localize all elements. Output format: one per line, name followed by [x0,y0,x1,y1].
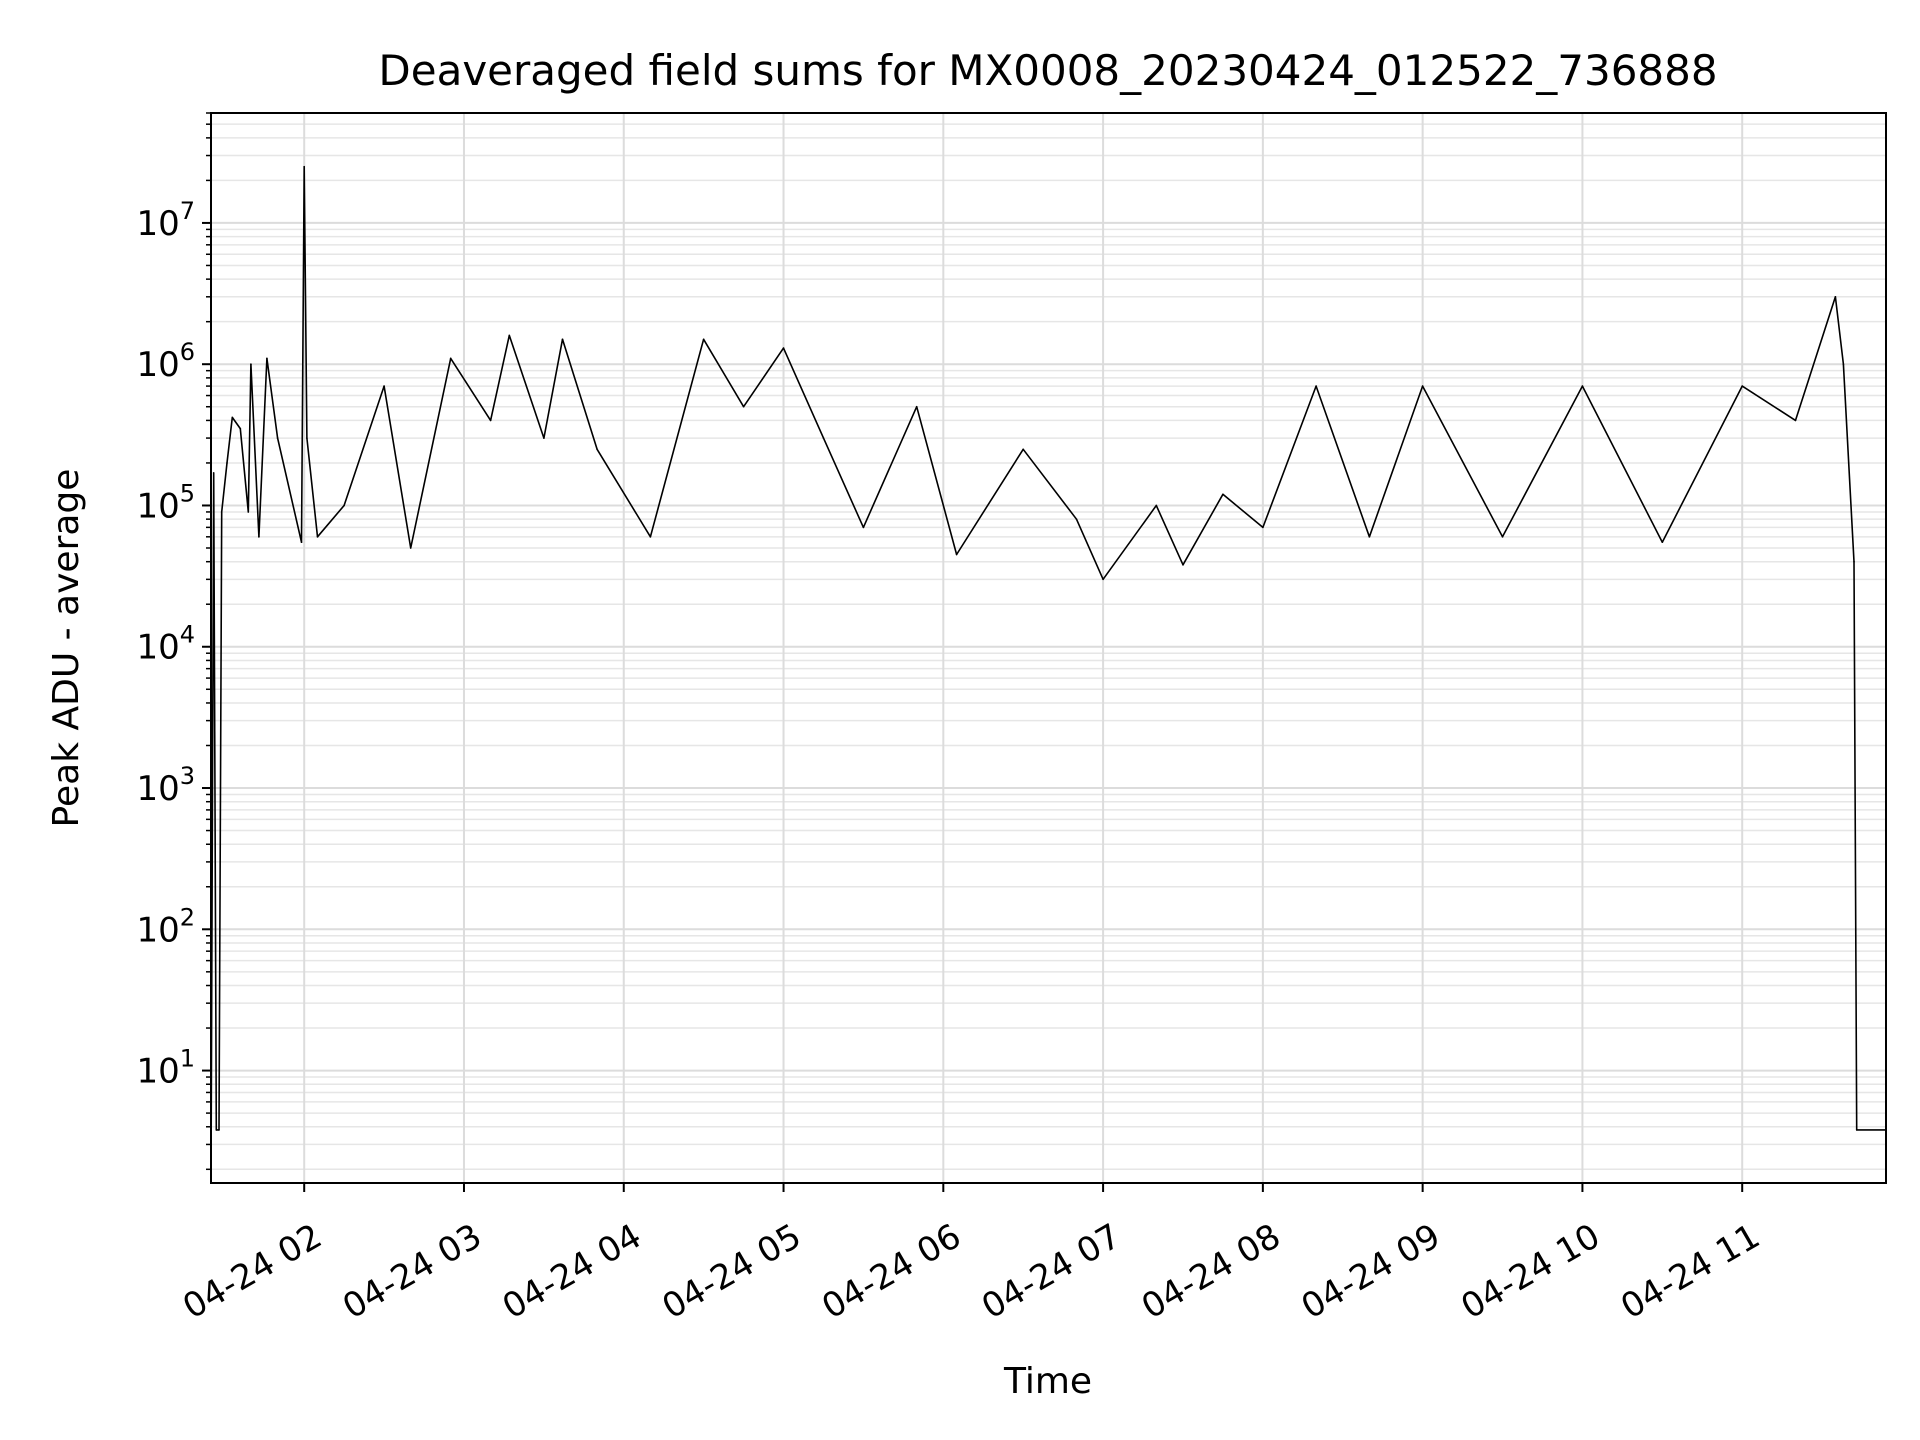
y-tick-exponent: 7 [180,197,195,225]
y-tick-label: 105 [136,479,195,526]
data-point [231,416,234,419]
data-point [1741,385,1744,387]
y-tick-base: 10 [136,345,179,385]
data-point [258,536,260,538]
data-point [1794,419,1797,422]
y-tick-label: 102 [136,903,195,950]
data-point [247,511,250,513]
data-point [1842,363,1845,366]
data-point [383,385,385,387]
y-tick-exponent: 2 [180,903,195,931]
data-point [1182,564,1184,566]
data-point [702,338,705,341]
y-tick-label: 106 [136,338,195,385]
y-tick-base: 10 [136,910,179,950]
series-line-0 [210,165,1886,1184]
y-tick-label: 101 [136,1045,195,1092]
data-point [220,511,223,513]
data-point [862,526,865,529]
data-point [1834,295,1837,298]
y-tick-base: 10 [136,486,179,526]
data-point [226,462,228,464]
y-tick-label: 103 [136,762,195,809]
y-tick-base: 10 [136,1052,179,1092]
data-point [561,338,564,341]
x-axis-label: Time [1003,1361,1092,1402]
y-tick-label: 107 [136,197,195,244]
data-point [822,437,825,439]
data-point [250,363,252,366]
data-point [508,334,511,337]
data-point [915,405,918,408]
data-point [300,541,303,543]
data-point [489,419,492,422]
y-tick-exponent: 3 [180,762,195,790]
data-point [316,536,319,538]
data-point [955,553,958,556]
data-point [1581,385,1584,387]
data-point [218,1129,220,1131]
data-point [543,437,545,439]
major-grid [211,113,1886,1183]
y-tick-base: 10 [136,628,179,668]
data-point [596,448,598,451]
minor-grid [211,112,1886,1171]
y-tick-exponent: 5 [180,479,195,507]
data-point [782,347,785,349]
plot-frame [210,112,1887,1184]
data-point [449,357,452,360]
data-point [742,405,745,408]
data-point [1855,1129,1858,1131]
y-tick-base: 10 [136,769,179,809]
y-tick-exponent: 6 [180,338,195,366]
data-point [1853,560,1855,563]
data-point [276,437,279,439]
data-point [215,1129,218,1131]
series-layer [210,165,1887,1184]
data-point [212,472,215,474]
y-tick-exponent: 1 [180,1045,195,1073]
data-point [1315,385,1317,387]
y-tick-base: 10 [136,204,179,244]
data-point [239,427,242,430]
data-point [1155,504,1158,507]
data-point [1501,536,1504,538]
y-tick-exponent: 4 [180,621,195,649]
y-tick-label: 104 [136,621,195,668]
data-point [1661,541,1664,543]
data-point [303,165,306,168]
data-point [1368,536,1371,538]
data-point [1421,385,1424,387]
data-point [1222,493,1224,496]
data-point [649,536,652,538]
data-point [1075,518,1078,520]
data-point [1262,526,1264,529]
data-point [409,547,412,549]
data-point [1022,448,1025,451]
data-point [1102,578,1104,581]
chart-title: Deaveraged field sums for MX0008_2023042… [378,46,1717,95]
data-point [343,504,345,507]
y-axis-label: Peak ADU - average [46,469,87,828]
data-point [306,437,308,439]
data-point [266,357,268,360]
